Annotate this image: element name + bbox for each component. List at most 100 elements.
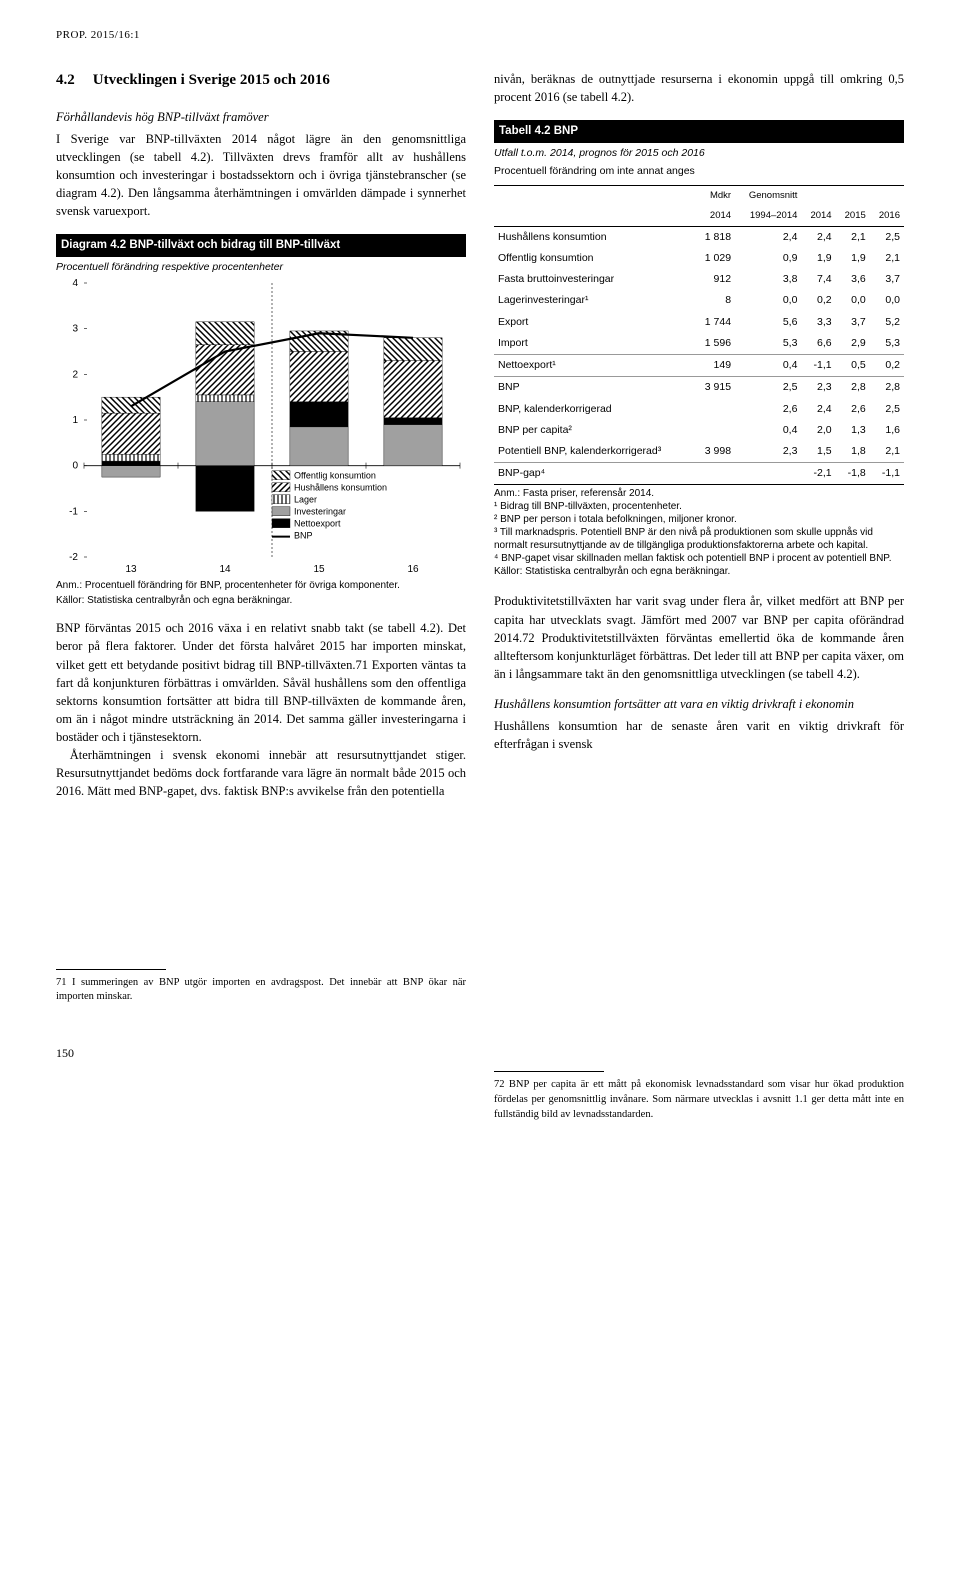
page-number: 150 bbox=[56, 1045, 466, 1062]
table-cell: 3 915 bbox=[695, 377, 735, 399]
table-cell: 3,8 bbox=[735, 269, 801, 290]
table-cell bbox=[695, 463, 735, 485]
header-reference: PROP. 2015/16:1 bbox=[56, 28, 904, 44]
table-cell: 3,7 bbox=[836, 312, 870, 333]
table-cell: 5,3 bbox=[870, 333, 904, 355]
table-cell: 1 596 bbox=[695, 333, 735, 355]
left-column: 4.2 Utvecklingen i Sverige 2015 och 2016… bbox=[56, 70, 466, 1123]
svg-text:Lager: Lager bbox=[294, 495, 317, 505]
table-cell: 2,1 bbox=[870, 441, 904, 463]
table-cell: 2,4 bbox=[801, 226, 835, 248]
table-cell: 1,8 bbox=[836, 441, 870, 463]
table-cell: 1,5 bbox=[801, 441, 835, 463]
svg-text:Investeringar: Investeringar bbox=[294, 507, 346, 517]
svg-text:13: 13 bbox=[125, 564, 137, 575]
table-4-2-bnp: MdkrGenomsnitt20141994–2014201420152016H… bbox=[494, 185, 904, 485]
table-cell: BNP per capita² bbox=[494, 420, 695, 441]
table-cell: 0,4 bbox=[735, 355, 801, 377]
svg-text:4: 4 bbox=[72, 278, 78, 289]
table-cell: Potentiell BNP, kalenderkorrigerad³ bbox=[494, 441, 695, 463]
table-cell: Import bbox=[494, 333, 695, 355]
table-cell: 1 029 bbox=[695, 248, 735, 269]
table-cell: 2,0 bbox=[801, 420, 835, 441]
table-cell: Hushållens konsumtion bbox=[494, 226, 695, 248]
table-cell: 2,3 bbox=[801, 377, 835, 399]
table-cell: -1,8 bbox=[836, 463, 870, 485]
table-cell: BNP-gap⁴ bbox=[494, 463, 695, 485]
svg-text:15: 15 bbox=[313, 564, 325, 575]
table-title-bar: Tabell 4.2 BNP bbox=[494, 120, 904, 143]
paragraph-right-body-2: Hushållens konsumtion har de senaste åre… bbox=[494, 717, 904, 753]
svg-text:-2: -2 bbox=[69, 552, 78, 563]
svg-text:2: 2 bbox=[72, 370, 78, 381]
footnote-71: 71 I summeringen av BNP utgör importen e… bbox=[56, 976, 466, 1005]
table-cell: 3 998 bbox=[695, 441, 735, 463]
table-notes: Anm.: Fasta priser, referensår 2014.¹ Bi… bbox=[494, 487, 904, 578]
svg-text:BNP: BNP bbox=[294, 531, 313, 541]
footnote-72: 72 BNP per capita är ett mått på ekonomi… bbox=[494, 1078, 904, 1122]
table-cell: 0,4 bbox=[735, 420, 801, 441]
table-cell: 1,3 bbox=[836, 420, 870, 441]
table-cell: BNP bbox=[494, 377, 695, 399]
diagram-title-bar: Diagram 4.2 BNP-tillväxt och bidrag till… bbox=[56, 234, 466, 257]
table-cell: -1,1 bbox=[870, 463, 904, 485]
table-cell: 2,9 bbox=[836, 333, 870, 355]
svg-text:16: 16 bbox=[407, 564, 419, 575]
paragraph-right-body: Produktivitetstillväxten har varit svag … bbox=[494, 592, 904, 683]
paragraph-2: BNP förväntas 2015 och 2016 växa i en re… bbox=[56, 619, 466, 746]
table-cell: 1,6 bbox=[870, 420, 904, 441]
section-title: 4.2 Utvecklingen i Sverige 2015 och 2016 bbox=[56, 70, 466, 92]
table-cell: 1,9 bbox=[801, 248, 835, 269]
table-cell: 2,8 bbox=[836, 377, 870, 399]
table-cell: BNP, kalenderkorrigerad bbox=[494, 399, 695, 420]
svg-text:14: 14 bbox=[219, 564, 231, 575]
table-cell: 2,5 bbox=[870, 226, 904, 248]
table-cell: 0,0 bbox=[870, 290, 904, 311]
table-cell: 0,2 bbox=[801, 290, 835, 311]
table-cell: 1 744 bbox=[695, 312, 735, 333]
diagram-4-2: -2-10123413141516Offentlig konsumtionHus… bbox=[56, 277, 466, 577]
table-cell: -2,1 bbox=[801, 463, 835, 485]
right-column: nivån, beräknas de outnyttjade resursern… bbox=[494, 70, 904, 1123]
two-column-layout: 4.2 Utvecklingen i Sverige 2015 och 2016… bbox=[56, 70, 904, 1123]
table-cell: 2,5 bbox=[870, 399, 904, 420]
paragraph-3: Återhämtningen i svensk ekonomi innebär … bbox=[56, 746, 466, 800]
paragraph-right-top: nivån, beräknas de outnyttjade resursern… bbox=[494, 70, 904, 106]
table-cell: 2,1 bbox=[836, 226, 870, 248]
table-cell: 0,0 bbox=[836, 290, 870, 311]
table-subtitle-2: Procentuell förändring om inte annat ang… bbox=[494, 164, 904, 179]
table-cell: 5,6 bbox=[735, 312, 801, 333]
table-cell: 2,8 bbox=[870, 377, 904, 399]
table-cell: -1,1 bbox=[801, 355, 835, 377]
subheading-2: Hushållens konsumtion fortsätter att var… bbox=[494, 695, 904, 713]
diagram-subtitle: Procentuell förändring respektive procen… bbox=[56, 260, 466, 275]
table-cell bbox=[695, 420, 735, 441]
footnote-rule-right bbox=[494, 1071, 604, 1072]
table-cell: 3,6 bbox=[836, 269, 870, 290]
table-cell: 1,9 bbox=[836, 248, 870, 269]
svg-text:3: 3 bbox=[72, 324, 78, 335]
table-cell: 149 bbox=[695, 355, 735, 377]
table-cell bbox=[735, 463, 801, 485]
paragraph-1: I Sverige var BNP-tillväxten 2014 något … bbox=[56, 130, 466, 221]
diagram-note-2: Källor: Statistiska centralbyrån och egn… bbox=[56, 594, 466, 607]
table-cell: 912 bbox=[695, 269, 735, 290]
bnp-chart-svg: -2-10123413141516Offentlig konsumtionHus… bbox=[56, 277, 466, 577]
footnote-rule-left bbox=[56, 969, 166, 970]
diagram-note-1: Anm.: Procentuell förändring för BNP, pr… bbox=[56, 579, 466, 592]
svg-text:-1: -1 bbox=[69, 507, 78, 518]
svg-text:Offentlig konsumtion: Offentlig konsumtion bbox=[294, 471, 376, 481]
table-cell: 3,7 bbox=[870, 269, 904, 290]
svg-text:Nettoexport: Nettoexport bbox=[294, 519, 341, 529]
table-cell: 5,2 bbox=[870, 312, 904, 333]
table-cell: 0,2 bbox=[870, 355, 904, 377]
table-cell: 2,4 bbox=[735, 226, 801, 248]
table-cell: Nettoexport¹ bbox=[494, 355, 695, 377]
section-title-text: Utvecklingen i Sverige 2015 och 2016 bbox=[93, 70, 466, 92]
table-cell: 7,4 bbox=[801, 269, 835, 290]
table-cell: 2,1 bbox=[870, 248, 904, 269]
table-cell: 3,3 bbox=[801, 312, 835, 333]
table-cell: 0,5 bbox=[836, 355, 870, 377]
table-cell: 2,3 bbox=[735, 441, 801, 463]
table-cell: Lagerinvesteringar¹ bbox=[494, 290, 695, 311]
